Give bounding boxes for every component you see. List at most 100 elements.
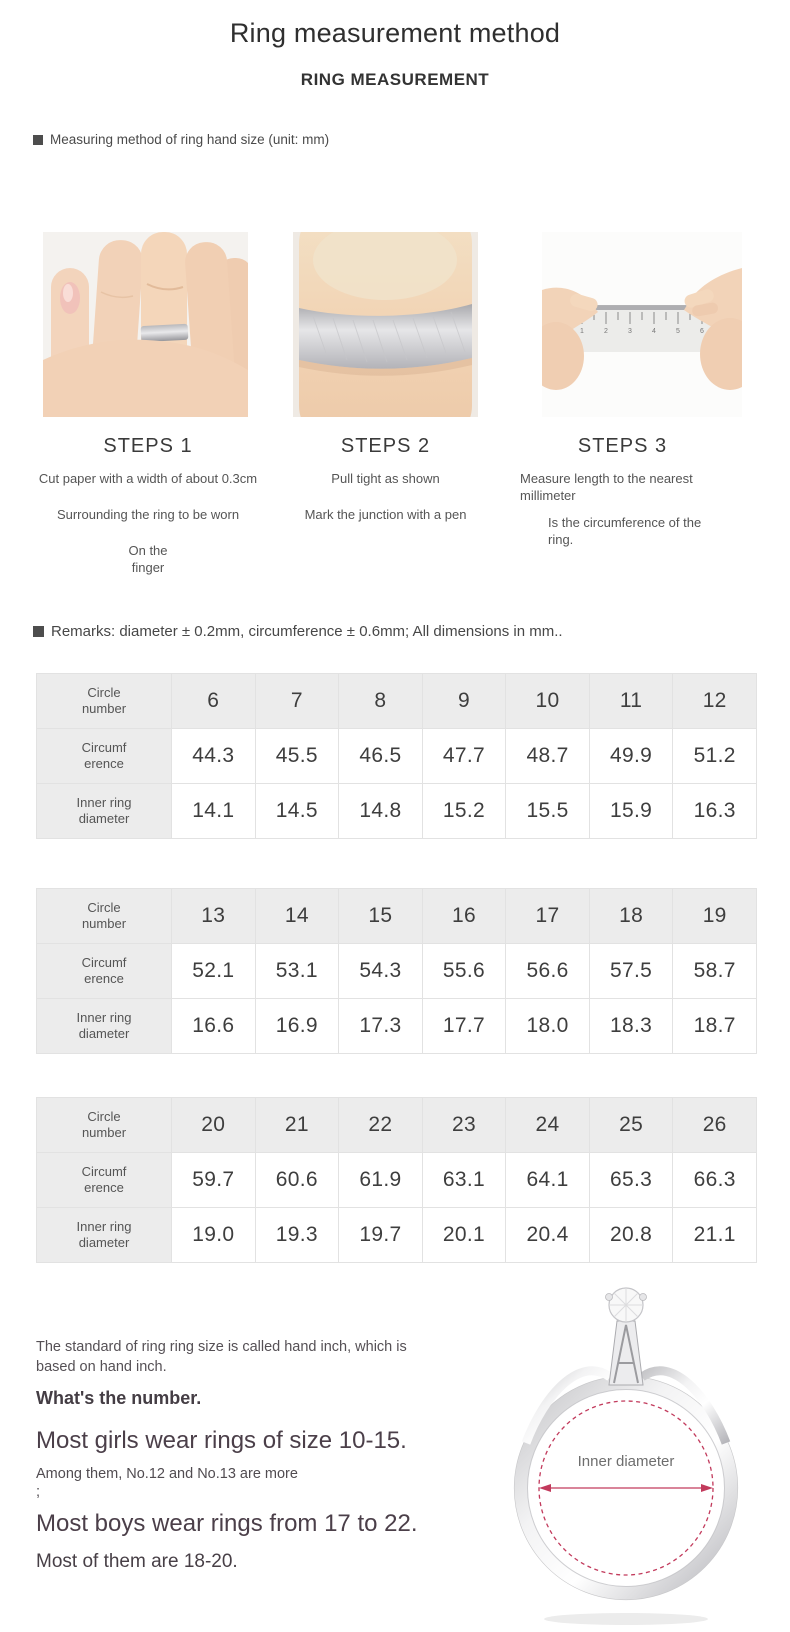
size-value-cell: 14.5 [254, 783, 340, 839]
size-value-cell: 20 [171, 1097, 256, 1153]
size-value-cell: 66.3 [672, 1152, 757, 1208]
size-value-cell: 23 [421, 1097, 507, 1153]
square-bullet-icon [33, 135, 43, 145]
size-value-cell: 16.9 [254, 998, 340, 1054]
row-label-cell: Circle number [36, 888, 172, 944]
size-value-cell: 7 [254, 673, 340, 729]
table-row: Circle number 20 21 22 23 24 25 26 [36, 1097, 757, 1153]
ring-size-table-2: Circle number 13 14 15 16 17 18 19 Circumf erenc… [36, 888, 757, 1054]
size-value-cell: 17 [505, 888, 590, 944]
row-label-cell: Circle number [36, 673, 172, 729]
ring-band-shape [140, 323, 189, 343]
step-3-line-1: Measure length to the nearest millimeter [520, 471, 693, 503]
step-2-title: STEPS 2 [340, 435, 431, 457]
size-value-cell: 26 [672, 1097, 757, 1153]
size-value-cell: 16.3 [672, 783, 757, 839]
size-value-cell: 61.9 [338, 1152, 423, 1208]
table-row: Inner ring diameter 16.6 16.9 17.3 17.7 18.0 1… [36, 998, 757, 1054]
size-value-cell: 64.1 [505, 1152, 590, 1208]
table-row: Circumf erence 52.1 53.1 54.3 55.6 56.6 57.5 58… [36, 943, 757, 999]
size-value-cell: 63.1 [421, 1152, 507, 1208]
table-row: Circumf erence 59.7 60.6 61.9 63.1 64.1 65.3 66… [36, 1152, 757, 1208]
size-value-cell: 58.7 [672, 943, 757, 999]
size-value-cell: 19.7 [338, 1207, 423, 1263]
step-1-title: STEPS 1 [103, 435, 193, 457]
size-value-cell: 16 [421, 888, 507, 944]
size-value-cell: 24 [505, 1097, 590, 1153]
measuring-note-text: Measuring method of ring hand size (unit… [50, 132, 330, 147]
svg-text:5: 5 [676, 328, 680, 335]
size-value-cell: 55.6 [421, 943, 507, 999]
size-value-cell: 10 [505, 673, 590, 729]
ring-shoulder-left [521, 1366, 613, 1445]
step-2-caption: STEPS 2 Pull tight as shown Mark the junct… [288, 435, 483, 543]
row-label-cell: Inner ring diameter [36, 998, 172, 1054]
ring-shoulder-right [639, 1366, 731, 1445]
boys-sizes-text: Most boys wear rings from 17 to 22. [36, 1510, 418, 1537]
size-value-cell: 57.5 [588, 943, 674, 999]
size-value-cell: 44.3 [171, 728, 256, 784]
remarks-line: Remarks: diameter ± 0.2mm, circumference… [33, 623, 563, 640]
svg-text:3: 3 [628, 328, 632, 335]
size-value-cell: 25 [588, 1097, 674, 1153]
size-value-cell: 19.0 [171, 1207, 256, 1263]
size-value-cell: 14.8 [338, 783, 423, 839]
remarks-text: Remarks: diameter ± 0.2mm, circumference… [51, 623, 563, 640]
step-3-title: STEPS 3 [577, 435, 668, 457]
table-row: Circumf erence 44.3 45.5 46.5 47.7 48.7 49.9 51… [36, 728, 757, 784]
step-1-line-3: On the finger [128, 542, 168, 575]
size-value-cell: 12 [672, 673, 757, 729]
svg-text:1: 1 [580, 328, 584, 335]
size-value-cell: 20.4 [505, 1207, 590, 1263]
size-value-cell: 59.7 [171, 1152, 256, 1208]
size-value-cell: 54.3 [338, 943, 423, 999]
measuring-note: Measuring method of ring hand size (unit… [33, 132, 329, 147]
girls-sizes-text: Most girls wear rings of size 10-15. [36, 1427, 407, 1454]
step-1-line-1: Cut paper with a width of about 0.3cm [38, 471, 258, 486]
step-1-line-2: Surrounding the ring to be worn [56, 506, 240, 522]
step1-photo [43, 232, 248, 417]
most-sizes-text: Most of them are 18-20. [36, 1551, 238, 1572]
semicolon-text: ; [36, 1484, 41, 1500]
size-value-cell: 11 [588, 673, 674, 729]
size-value-cell: 15.2 [421, 783, 507, 839]
size-value-cell: 15.9 [588, 783, 674, 839]
size-value-cell: 8 [338, 673, 423, 729]
ring-reflection [544, 1613, 708, 1625]
svg-text:2: 2 [604, 328, 608, 335]
size-value-cell: 20.8 [588, 1207, 674, 1263]
table-row: Inner ring diameter 14.1 14.5 14.8 15.2 15.5 1… [36, 783, 757, 839]
step-2-line-1: Pull tight as shown [331, 471, 440, 486]
size-value-cell: 51.2 [672, 728, 757, 784]
table-row: Circle number 6 7 8 9 10 11 12 [36, 673, 757, 729]
row-label-cell: Circumf erence [36, 943, 172, 999]
size-value-cell: 6 [171, 673, 256, 729]
inner-diameter-label: Inner diameter [578, 1453, 675, 1470]
size-value-cell: 18.7 [672, 998, 757, 1054]
size-value-cell: 13 [171, 888, 256, 944]
size-value-cell: 47.7 [421, 728, 507, 784]
step2-photo [293, 232, 478, 417]
size-value-cell: 22 [338, 1097, 423, 1153]
row-label-cell: Inner ring diameter [36, 783, 172, 839]
size-value-cell: 19 [672, 888, 757, 944]
standard-text: The standard of ring ring size is called… [36, 1339, 407, 1375]
size-value-cell: 18 [588, 888, 674, 944]
size-value-cell: 18.0 [505, 998, 590, 1054]
size-value-cell: 48.7 [505, 728, 590, 784]
page-title: Ring measurement method [229, 18, 561, 48]
page-subtitle: RING MEASUREMENT [300, 70, 490, 89]
size-value-cell: 14 [254, 888, 340, 944]
row-label-cell: Circumf erence [36, 1152, 172, 1208]
size-value-cell: 18.3 [588, 998, 674, 1054]
size-value-cell: 15 [338, 888, 423, 944]
ring-setting [608, 1320, 644, 1386]
size-value-cell: 14.1 [171, 783, 256, 839]
row-label-cell: Circumf erence [36, 728, 172, 784]
size-value-cell: 17.3 [338, 998, 423, 1054]
among-text: Among them, No.12 and No.13 are more [36, 1466, 298, 1482]
size-value-cell: 56.6 [505, 943, 590, 999]
ring-size-table-3: Circle number 20 21 22 23 24 25 26 Circumf erenc… [36, 1097, 757, 1263]
step-2-line-2: Mark the junction with a pen [304, 506, 467, 522]
